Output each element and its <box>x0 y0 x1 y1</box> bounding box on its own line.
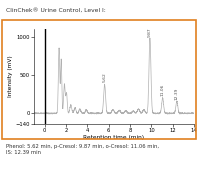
Text: ClinChek® Urine Control, Level I:: ClinChek® Urine Control, Level I: <box>6 8 106 13</box>
Text: Phenol: 5.62 min, p-Cresol: 9.87 min, o-Cresol: 11.06 min,
IS: 12.39 min: Phenol: 5.62 min, p-Cresol: 9.87 min, o-… <box>6 144 159 155</box>
Text: 9.87: 9.87 <box>148 27 152 37</box>
Text: 5.62: 5.62 <box>103 72 107 82</box>
Text: 12.39: 12.39 <box>175 88 179 100</box>
X-axis label: Retention time (min): Retention time (min) <box>83 135 145 140</box>
Text: 11.06: 11.06 <box>161 84 165 96</box>
Y-axis label: Intensity (mV): Intensity (mV) <box>8 56 13 97</box>
